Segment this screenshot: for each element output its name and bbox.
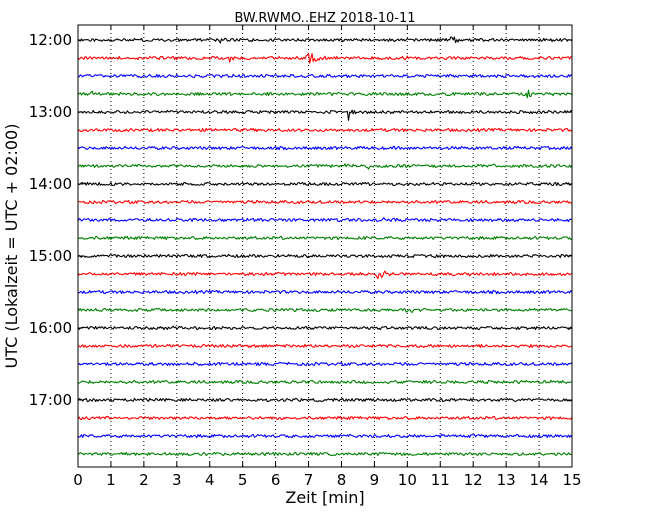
trace-layer: [77, 36, 573, 457]
x-tick-label-0: 0: [73, 471, 83, 489]
trace-1345: [77, 163, 573, 170]
trace-1400: [77, 181, 573, 187]
y-tick-label-14:00: 14:00: [29, 175, 72, 193]
x-tick-label-6: 6: [271, 471, 281, 489]
trace-1200: [77, 36, 573, 44]
trace-1430: [77, 217, 573, 223]
trace-1715: [77, 415, 573, 421]
label-layer: 0 1 2 3 4 5 6 7 8 9 10 11 12 13 14 1512:0013:0014:0015:…: [29, 31, 582, 489]
x-tick-label-14: 14: [530, 471, 549, 489]
trace-1745: [77, 451, 573, 457]
trace-1600: [77, 325, 573, 331]
y-axis-label: UTC (Lokalzeit = UTC + 02:00): [2, 124, 21, 369]
x-tick-label-10: 10: [398, 471, 417, 489]
y-tick-label-15:00: 15:00: [29, 247, 72, 265]
trace-1700: [77, 397, 573, 403]
plot-frame: [77, 24, 573, 468]
y-tick-label-13:00: 13:00: [29, 103, 72, 121]
x-tick-label-3: 3: [172, 471, 182, 489]
x-tick-label-15: 15: [562, 471, 581, 489]
trace-1630: [77, 361, 573, 367]
trace-1530: [77, 289, 573, 295]
trace-1330: [77, 145, 573, 151]
trace-1515: [77, 270, 573, 280]
x-axis-label: Zeit [min]: [285, 488, 364, 507]
x-tick-label-1: 1: [106, 471, 116, 489]
x-tick-label-8: 8: [337, 471, 347, 489]
x-tick-label-4: 4: [205, 471, 215, 489]
trace-1215: [77, 52, 573, 64]
x-tick-label-7: 7: [304, 471, 314, 489]
trace-1645: [77, 379, 573, 385]
x-tick-label-11: 11: [431, 471, 450, 489]
trace-1445: [77, 235, 573, 241]
tick-layer: [77, 25, 573, 467]
trace-1245: [77, 89, 573, 99]
trace-1615: [77, 343, 573, 349]
trace-1500: [77, 253, 573, 259]
x-tick-label-12: 12: [464, 471, 483, 489]
y-tick-label-12:00: 12:00: [29, 31, 72, 49]
grid-layer: [110, 25, 540, 467]
trace-1230: [77, 73, 573, 79]
chart-title: BW.RWMO..EHZ 2018-10-11: [234, 11, 416, 26]
trace-1300: [77, 109, 573, 121]
y-tick-label-16:00: 16:00: [29, 319, 72, 337]
y-tick-label-17:00: 17:00: [29, 391, 72, 409]
trace-1415: [77, 199, 573, 205]
x-tick-label-13: 13: [497, 471, 516, 489]
x-tick-label-2: 2: [139, 471, 149, 489]
x-tick-label-5: 5: [238, 471, 248, 489]
trace-1545: [77, 307, 573, 314]
trace-1730: [77, 433, 573, 439]
x-tick-label-9: 9: [370, 471, 380, 489]
trace-1315: [77, 127, 573, 133]
